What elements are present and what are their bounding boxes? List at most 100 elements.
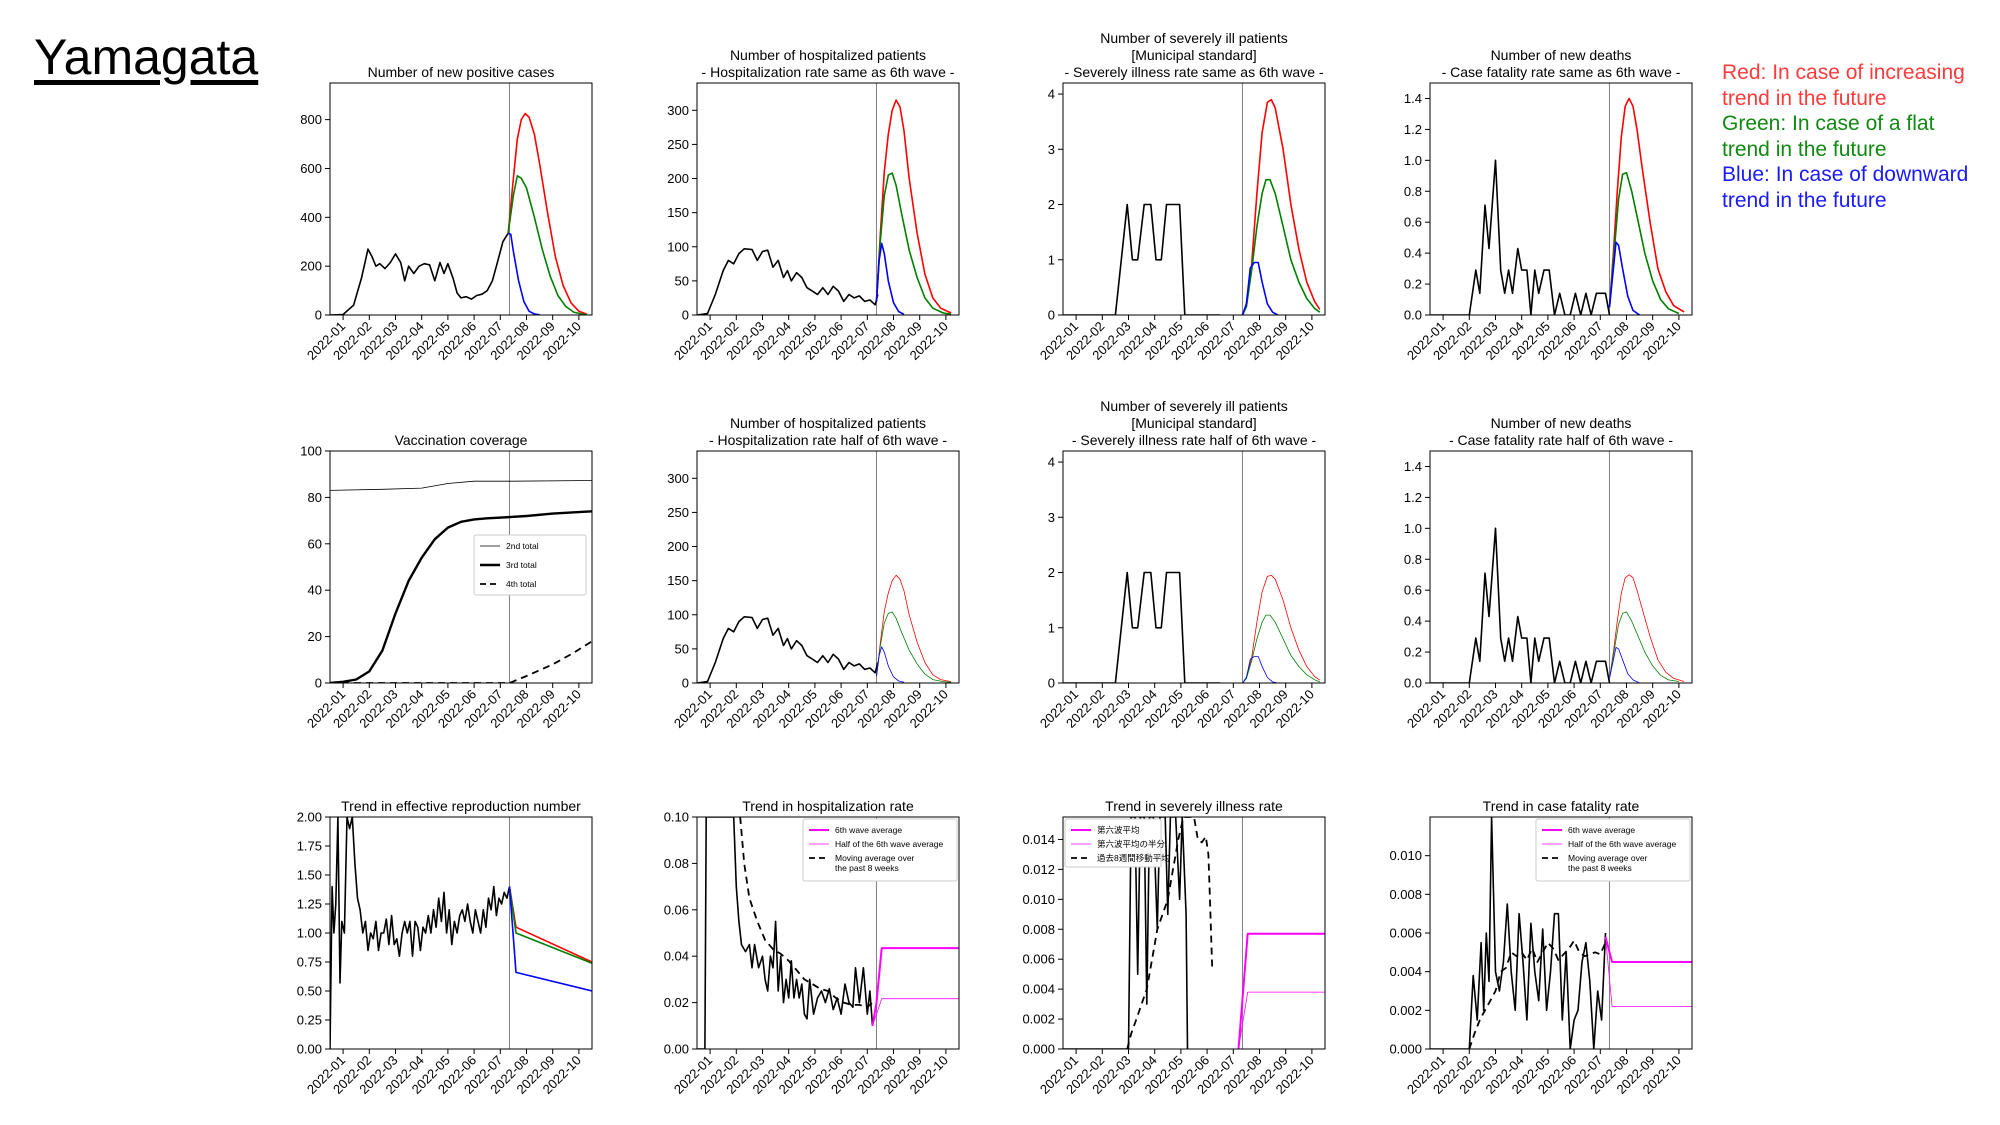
y-tick-label: 600 bbox=[300, 161, 322, 176]
chart-title-line: Number of severely ill patients bbox=[1100, 398, 1288, 414]
legend-label: the past 8 weeks bbox=[1568, 863, 1632, 873]
plot-frame bbox=[1429, 450, 1693, 684]
y-tick-label: 250 bbox=[667, 137, 689, 152]
y-tick-label: 3 bbox=[1048, 142, 1055, 157]
series-line-green-2 bbox=[508, 886, 592, 964]
y-tick-label: 0.000 bbox=[1389, 1042, 1422, 1057]
y-tick-label: 1 bbox=[1048, 620, 1055, 635]
y-tick-label: 0 bbox=[1048, 308, 1055, 323]
legend-label: Half of the 6th wave average bbox=[835, 839, 943, 849]
chart-effective-reproduction: Trend in effective reproduction number 0.… bbox=[297, 798, 593, 1097]
chart-title-line: Number of hospitalized patients bbox=[730, 47, 926, 63]
series-line-blue-3 bbox=[1241, 261, 1279, 315]
chart-title-line: Vaccination coverage bbox=[395, 432, 528, 448]
y-tick-label: 100 bbox=[300, 444, 322, 459]
chart-title-line: - Case fatality rate half of 6th wave - bbox=[1449, 432, 1673, 448]
chart-hospitalization-rate: Trend in hospitalization rate 0.00 0.02 0.0… bbox=[664, 798, 960, 1097]
y-tick-label: 0 bbox=[315, 308, 322, 323]
series-line-black-0 bbox=[330, 232, 509, 315]
legend-label: 第六波平均の半分 bbox=[1097, 839, 1166, 849]
legend-frame bbox=[473, 534, 587, 596]
series-line-black-0 bbox=[1063, 571, 1221, 683]
legend-frame bbox=[1535, 818, 1691, 882]
legend-label: Moving average over bbox=[835, 853, 915, 863]
plot-frame bbox=[696, 82, 960, 316]
y-tick-label: 400 bbox=[300, 210, 322, 225]
y-tick-label: 0.8 bbox=[1404, 552, 1422, 567]
chart-title-line: - Hospitalization rate same as 6th wave … bbox=[702, 64, 955, 80]
series-line-red-1 bbox=[1609, 574, 1685, 682]
series-line-black-2 bbox=[330, 640, 592, 683]
series-line-blue-3 bbox=[875, 242, 905, 315]
y-tick-label: 0.75 bbox=[297, 955, 322, 970]
y-tick-label: 1.4 bbox=[1404, 91, 1422, 106]
series-line-black-0 bbox=[1430, 527, 1611, 683]
series-line-magenta-3 bbox=[1605, 936, 1692, 1007]
y-tick-label: 50 bbox=[675, 273, 689, 288]
chart-title-line: [Municipal standard] bbox=[1131, 415, 1256, 431]
series-line-blue-3 bbox=[1608, 241, 1641, 315]
y-tick-label: 150 bbox=[667, 573, 689, 588]
y-tick-label: 1 bbox=[1048, 252, 1055, 267]
y-tick-label: 80 bbox=[308, 490, 322, 505]
y-tick-label: 0.0 bbox=[1404, 676, 1422, 691]
y-tick-label: 1.75 bbox=[297, 839, 322, 854]
series-line-black-0 bbox=[1430, 159, 1611, 315]
y-tick-label: 0.10 bbox=[664, 810, 689, 825]
y-tick-label: 0 bbox=[315, 676, 322, 691]
y-tick-label: 0.6 bbox=[1404, 583, 1422, 598]
y-tick-label: 0.25 bbox=[297, 1013, 322, 1028]
series-line-black-1 bbox=[1126, 817, 1214, 1049]
series-line-black-0 bbox=[1063, 203, 1221, 315]
chart-title-line: [Municipal standard] bbox=[1131, 47, 1256, 63]
y-tick-label: 50 bbox=[675, 641, 689, 656]
series-line-magenta-3 bbox=[872, 998, 959, 1026]
y-tick-label: 60 bbox=[308, 536, 322, 551]
legend-label: Moving average over bbox=[1568, 853, 1648, 863]
y-tick-label: 0 bbox=[1048, 676, 1055, 691]
chart-title-line: Trend in severely illness rate bbox=[1105, 798, 1283, 814]
y-tick-label: 0.006 bbox=[1022, 952, 1055, 967]
plot-frame bbox=[329, 450, 593, 684]
chart-vaccination-coverage: Vaccination coverage0204060801002022-012… bbox=[300, 432, 593, 731]
series-line-blue-3 bbox=[508, 886, 592, 992]
series-line-red-1 bbox=[1241, 98, 1321, 315]
chart-severely-illness-rate: Trend in severely illness rate 0.000 0.002… bbox=[1022, 798, 1326, 1097]
series-line-green-2 bbox=[1241, 178, 1321, 315]
series-line-magenta-2 bbox=[871, 947, 959, 1026]
chart-new-positive-cases: Number of new positive cases 0 200 400 600 80… bbox=[300, 64, 593, 363]
y-tick-label: 4 bbox=[1048, 455, 1055, 470]
series-line-magenta-2 bbox=[1604, 936, 1692, 963]
series-line-magenta-2 bbox=[1237, 932, 1325, 1049]
plot-frame bbox=[329, 82, 593, 316]
y-tick-label: 1.2 bbox=[1404, 122, 1422, 137]
series-line-green-2 bbox=[507, 175, 587, 315]
y-tick-label: 2 bbox=[1048, 565, 1055, 580]
scenario-note-2-line-1: trend in the future bbox=[1722, 188, 1887, 212]
series-line-blue-3 bbox=[1242, 656, 1278, 683]
y-tick-label: 0.006 bbox=[1389, 926, 1422, 941]
chart-new-deaths-same: Number of new deaths- Case fatality rate… bbox=[1404, 47, 1693, 363]
y-tick-label: 100 bbox=[667, 607, 689, 622]
y-tick-label: 300 bbox=[667, 103, 689, 118]
y-tick-label: 1.0 bbox=[1404, 521, 1422, 536]
series-line-green-2 bbox=[1609, 611, 1679, 682]
y-tick-label: 0.000 bbox=[1022, 1042, 1055, 1057]
y-tick-label: 250 bbox=[667, 505, 689, 520]
series-line-red-1 bbox=[508, 886, 592, 963]
y-tick-label: 0.06 bbox=[664, 902, 689, 917]
chart-title-line: Trend in hospitalization rate bbox=[742, 798, 914, 814]
scenario-note-1-line-0: Green: In case of a flat bbox=[1722, 112, 1935, 135]
legend-frame bbox=[802, 818, 958, 882]
legend-box: 2nd total 3rd total 4th total bbox=[473, 534, 587, 596]
chart-hospitalized-same: Number of hospitalized patients- Hospita… bbox=[667, 47, 960, 363]
plot-frame bbox=[696, 816, 960, 1050]
legend-label: Half of the 6th wave average bbox=[1568, 839, 1676, 849]
series-line-blue-3 bbox=[876, 646, 905, 683]
plot-frame bbox=[329, 816, 593, 1050]
chart-title-line: Number of hospitalized patients bbox=[730, 415, 926, 431]
y-tick-label: 2.00 bbox=[297, 810, 322, 825]
series-line-black-0 bbox=[1063, 817, 1189, 1049]
region-title: Yamagata bbox=[34, 29, 259, 85]
